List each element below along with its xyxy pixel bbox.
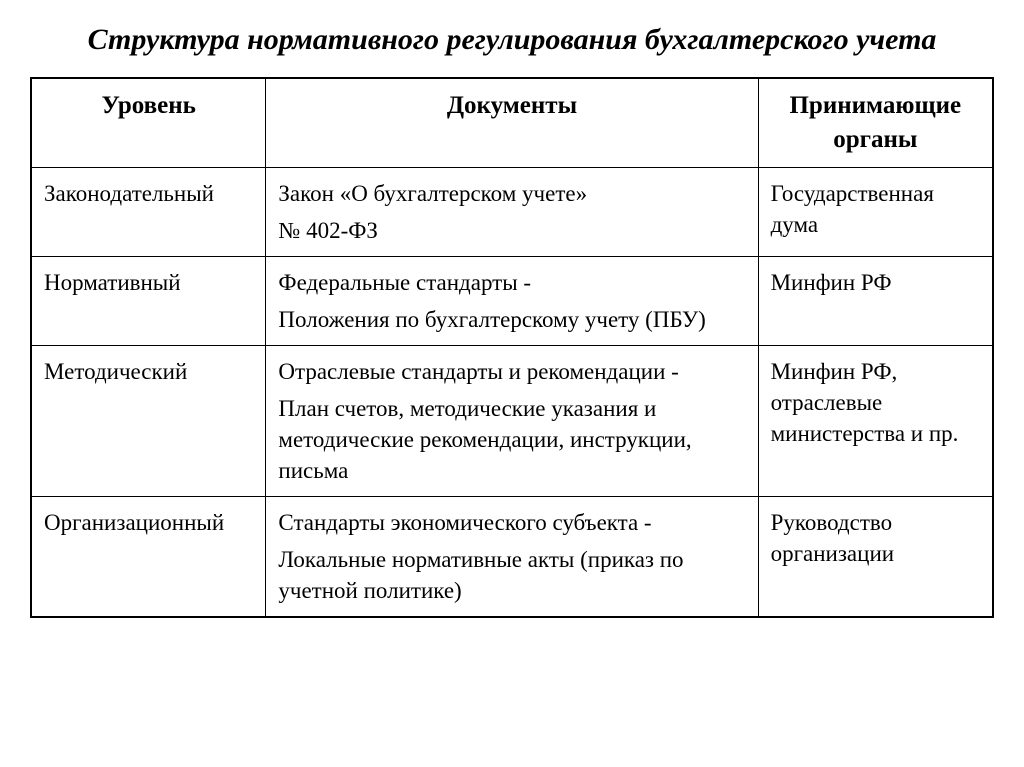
cell-organs: Минфин РФ, отраслевые министерства и пр. — [758, 345, 993, 496]
regulation-table: Уровень Документы Принимающие органы Зак… — [30, 77, 994, 618]
cell-level: Законодательный — [31, 167, 266, 256]
table-row: Методический Отраслевые стандарты и реко… — [31, 345, 993, 496]
table-row: Организационный Стандарты экономического… — [31, 496, 993, 617]
cell-level: Методический — [31, 345, 266, 496]
header-documents: Документы — [266, 78, 758, 167]
cell-documents: Закон «О бухгалтерском учете» № 402-ФЗ — [266, 167, 758, 256]
cell-organs: Государственная дума — [758, 167, 993, 256]
doc-text-1: Стандарты экономического субъекта - — [278, 507, 745, 538]
cell-documents: Отраслевые стандарты и рекомендации - Пл… — [266, 345, 758, 496]
header-organs: Принимающие органы — [758, 78, 993, 167]
doc-text-2: № 402-ФЗ — [278, 215, 745, 246]
table-row: Законодательный Закон «О бухгалтерском у… — [31, 167, 993, 256]
table-row: Нормативный Федеральные стандарты - Поло… — [31, 256, 993, 345]
table-header-row: Уровень Документы Принимающие органы — [31, 78, 993, 167]
doc-text-1: Отраслевые стандарты и рекомендации - — [278, 356, 745, 387]
doc-text-1: Закон «О бухгалтерском учете» — [278, 178, 745, 209]
cell-organs: Минфин РФ — [758, 256, 993, 345]
header-level: Уровень — [31, 78, 266, 167]
cell-organs: Руководство организации — [758, 496, 993, 617]
doc-text-2: План счетов, методические указания и мет… — [278, 393, 745, 486]
doc-text-1: Федеральные стандарты - — [278, 267, 745, 298]
cell-level: Организационный — [31, 496, 266, 617]
doc-text-2: Локальные нормативные акты (приказ по уч… — [278, 544, 745, 606]
cell-documents: Федеральные стандарты - Положения по бух… — [266, 256, 758, 345]
doc-text-2: Положения по бухгалтерскому учету (ПБУ) — [278, 304, 745, 335]
cell-documents: Стандарты экономического субъекта - Лока… — [266, 496, 758, 617]
page-title: Структура нормативного регулирования бух… — [30, 20, 994, 59]
cell-level: Нормативный — [31, 256, 266, 345]
